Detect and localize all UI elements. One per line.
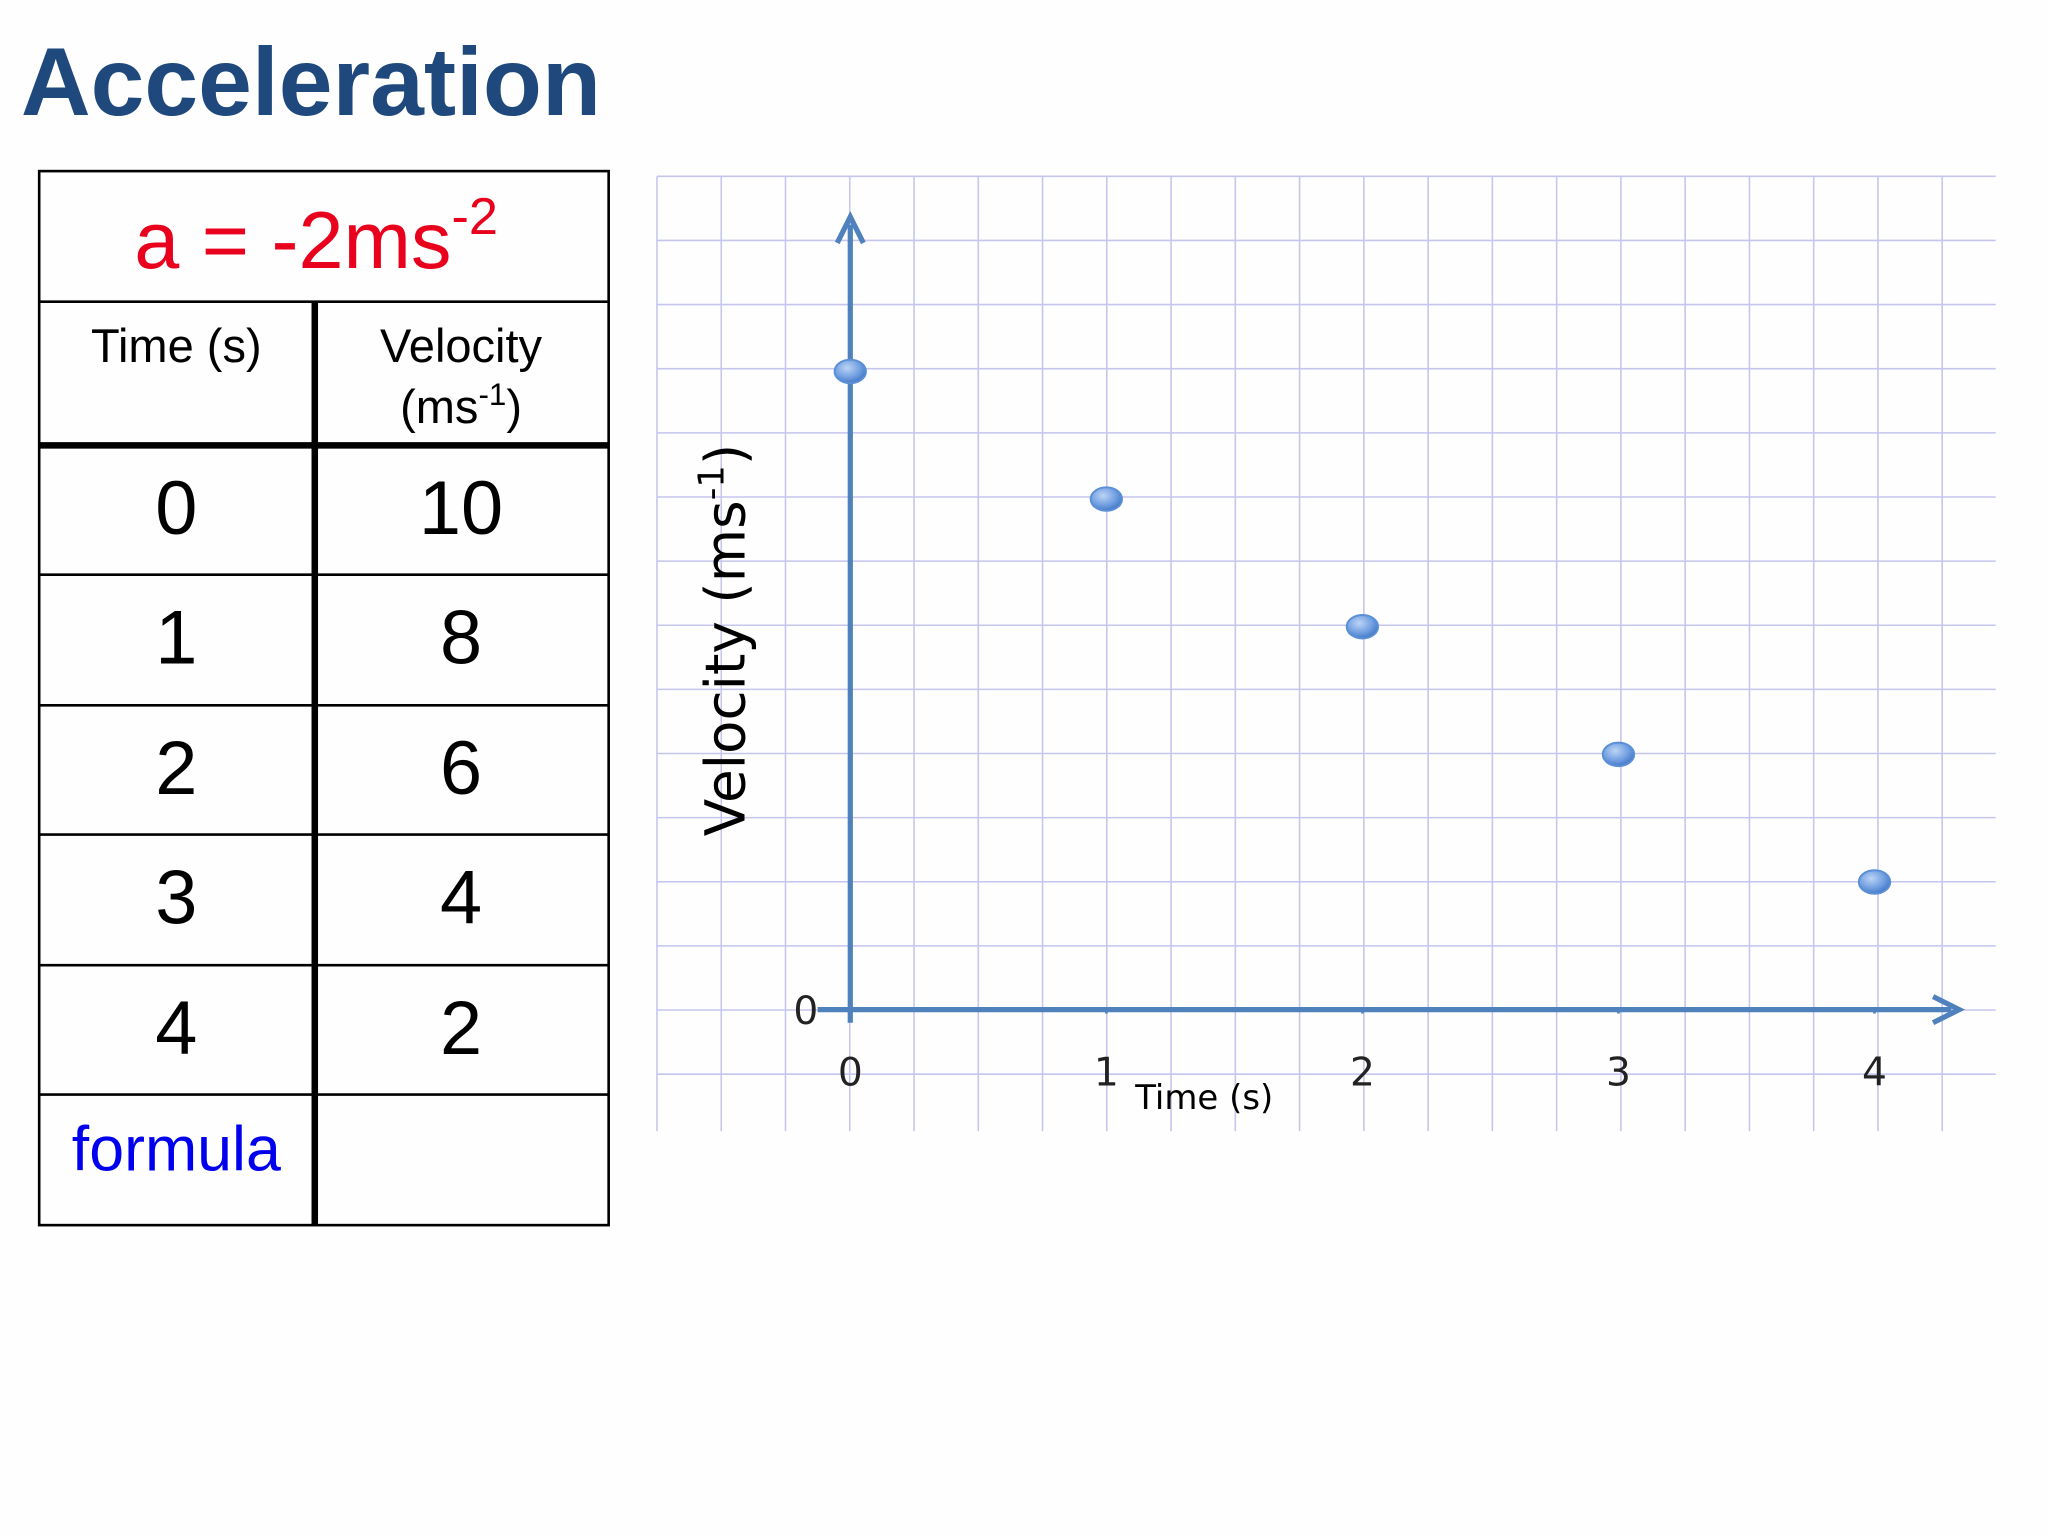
- data-point: [1345, 613, 1380, 640]
- unit: (ms: [400, 380, 478, 433]
- table-cell: 10: [419, 466, 503, 551]
- table-cell: 4: [440, 855, 482, 940]
- table-cell: 3: [155, 855, 197, 940]
- header-time: Time (s): [91, 319, 262, 372]
- x-tick-label: 1: [1094, 1050, 1119, 1095]
- data-point: [1601, 741, 1636, 768]
- table-cell: 1: [155, 596, 197, 681]
- y-axis-label: Velocity (ms-1): [692, 444, 758, 837]
- y-label-close: ): [693, 444, 757, 465]
- x-axis-arrow: [1931, 994, 1966, 1026]
- table-cell: 2: [155, 726, 197, 811]
- formula-exponent: -2: [451, 188, 497, 246]
- table-cell: 2: [440, 986, 482, 1071]
- slide-title: Acceleration: [21, 29, 601, 136]
- y-tick-label: 0: [793, 989, 818, 1034]
- x-axis-label: Time (s): [1134, 1078, 1273, 1118]
- header-velocity: Velocity: [380, 319, 543, 372]
- table-border: [37, 169, 610, 1227]
- unit-close: ): [506, 380, 522, 433]
- x-tick-label: 0: [838, 1050, 863, 1095]
- unit-exponent: -1: [478, 377, 506, 412]
- y-axis-arrow: [834, 210, 866, 245]
- table-cell: 0: [155, 466, 197, 551]
- plot: 0 1 2 3 4 0: [793, 210, 1966, 1095]
- x-tick-label: 3: [1606, 1050, 1631, 1095]
- data-point: [1089, 486, 1123, 512]
- formula-text: a = -2ms-2: [134, 188, 498, 286]
- table-cell: 8: [440, 596, 482, 681]
- formula: a = -2ms: [134, 196, 451, 286]
- x-tick-label: 4: [1862, 1050, 1887, 1095]
- data-point: [833, 358, 867, 385]
- footer-label: formula: [72, 1114, 281, 1184]
- table-cell: 6: [440, 726, 482, 811]
- table-cell: 4: [155, 986, 197, 1071]
- data-table: [37, 169, 610, 1227]
- grid-paper: [656, 175, 1996, 1132]
- header-unit: (ms-1): [400, 377, 522, 433]
- y-label-exponent: -1: [692, 465, 733, 500]
- y-label-text: Velocity (ms: [693, 500, 757, 836]
- x-tick-label: 2: [1350, 1050, 1375, 1095]
- data-point: [1857, 869, 1892, 895]
